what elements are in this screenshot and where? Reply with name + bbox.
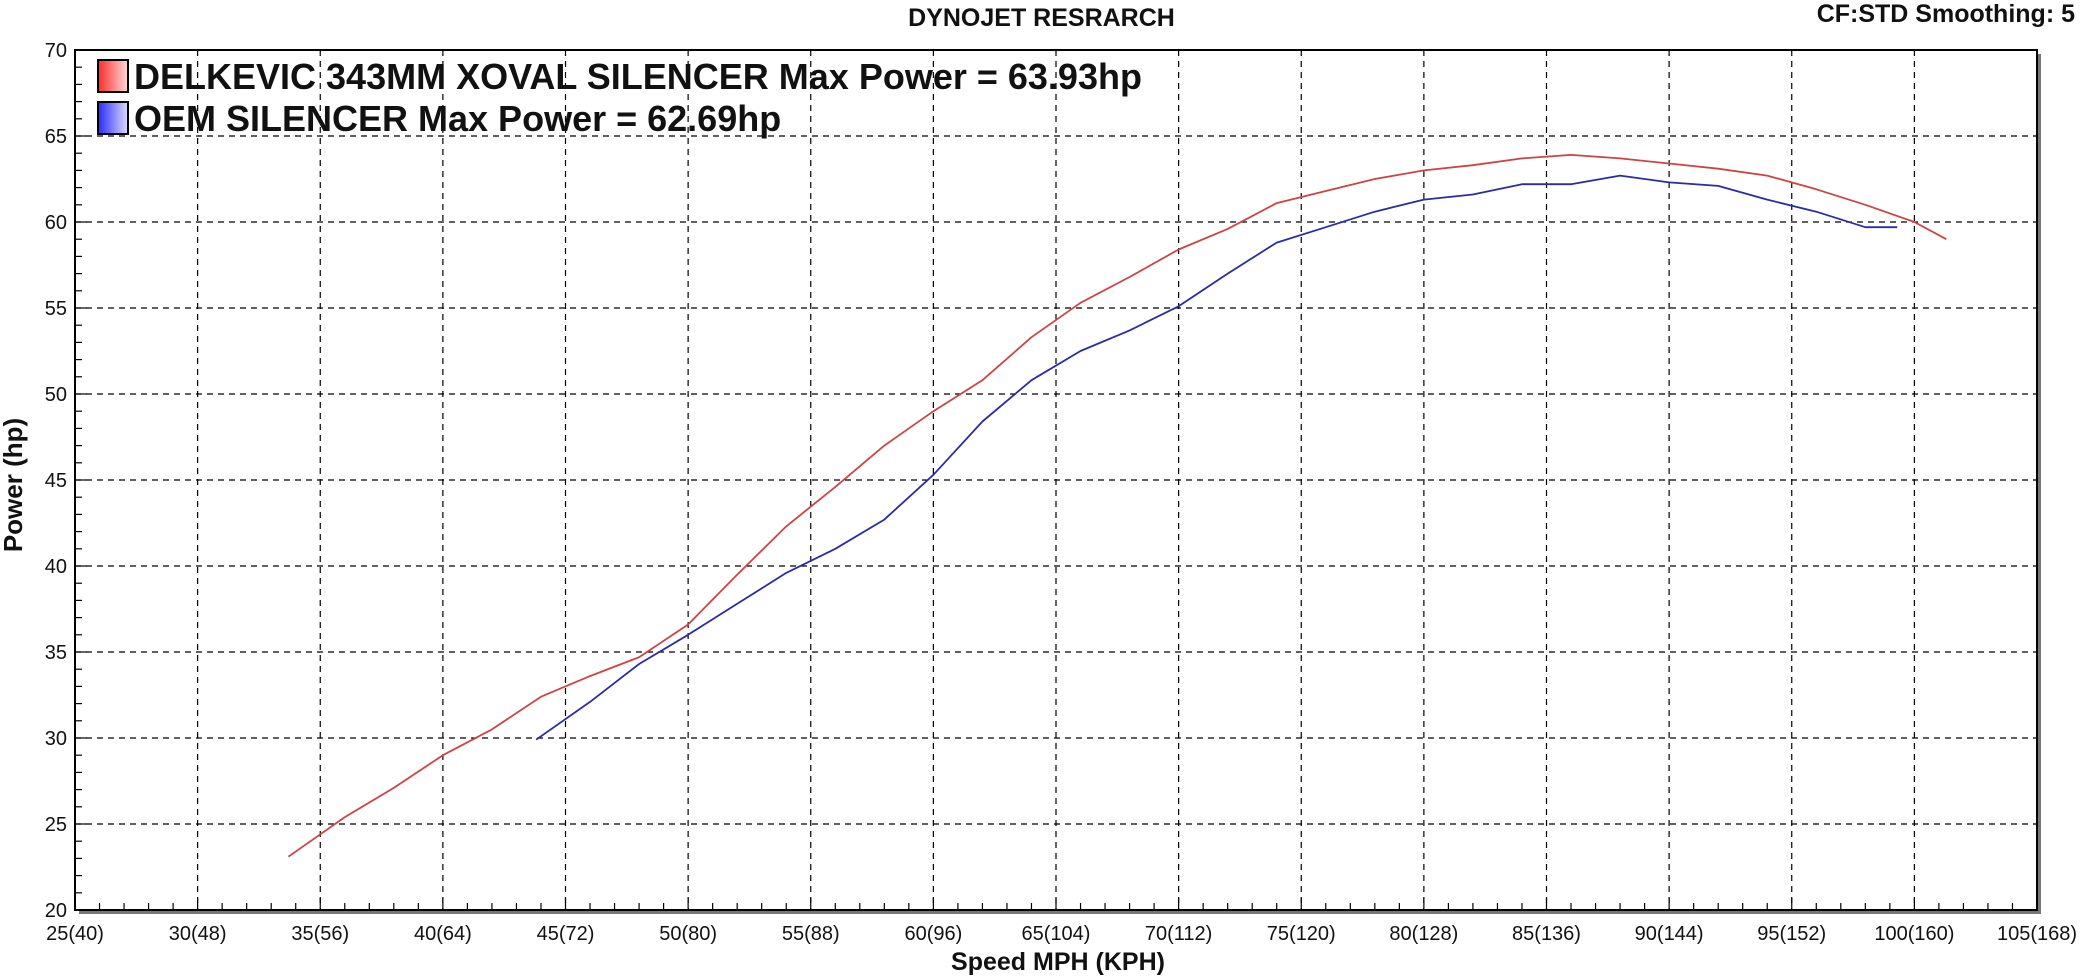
x-tick-label: 30(48) xyxy=(169,923,227,945)
x-tick-label: 90(144) xyxy=(1635,923,1704,945)
y-tick-label: 70 xyxy=(45,40,67,62)
y-axis-label: Power (hp) xyxy=(0,418,28,552)
x-tick-label: 35(56) xyxy=(291,923,349,945)
y-tick-label: 55 xyxy=(45,298,67,320)
x-tick-label: 105(168) xyxy=(1997,923,2077,945)
x-tick-label: 45(72) xyxy=(537,923,595,945)
grid xyxy=(75,50,2037,910)
x-tick-label: 95(152) xyxy=(1757,923,1826,945)
x-tick-label: 80(128) xyxy=(1389,923,1458,945)
legend-swatch-1 xyxy=(97,59,129,93)
y-tick-label: 40 xyxy=(45,556,67,578)
x-tick-label: 70(112) xyxy=(1145,923,1212,945)
legend-label-2: OEM SILENCER Max Power = 62.69hp xyxy=(134,98,781,139)
x-tick-label: 85(136) xyxy=(1512,923,1581,945)
x-tick-label: 50(80) xyxy=(659,923,717,945)
series-line-1 xyxy=(287,153,1947,858)
y-tick-label: 30 xyxy=(45,728,67,750)
y-tick-label: 35 xyxy=(45,642,67,664)
legend-label-1: DELKEVIC 343MM XOVAL SILENCER Max Power … xyxy=(134,56,1142,97)
legend: DELKEVIC 343MM XOVAL SILENCER Max Power … xyxy=(97,56,1142,139)
x-tick-label: 40(64) xyxy=(414,923,472,945)
series-lines xyxy=(287,153,1947,858)
legend-swatch-2 xyxy=(97,101,129,135)
x-tick-label: 60(96) xyxy=(904,923,962,945)
y-tick-label: 20 xyxy=(45,900,67,922)
y-tick-label: 25 xyxy=(45,814,67,836)
correction-smoothing-label: CF:STD Smoothing: 5 xyxy=(1816,0,2075,28)
y-tick-label: 65 xyxy=(45,126,67,148)
x-tick-label: 100(160) xyxy=(1874,923,1954,945)
axis-ticks xyxy=(74,49,2038,911)
chart-title: DYNOJET RESRARCH xyxy=(908,4,1175,32)
plot-frame-shadow xyxy=(79,54,2041,914)
y-tick-label: 60 xyxy=(45,212,67,234)
y-tick-label: 50 xyxy=(45,384,67,406)
y-tick-label: 45 xyxy=(45,470,67,492)
x-tick-label: 75(120) xyxy=(1267,923,1336,945)
x-axis-label: Speed MPH (KPH) xyxy=(951,948,1165,976)
x-axis: 25(40) 30(48) 35(56) 40(64) 45(72) 50(80) 55(8… xyxy=(46,923,2077,945)
x-tick-label: 65(104) xyxy=(1022,923,1091,945)
x-tick-label: 55(88) xyxy=(782,923,840,945)
x-tick-label: 25(40) xyxy=(46,923,104,945)
series-line-2 xyxy=(535,174,1898,741)
y-axis: 20 25 30 35 40 45 50 55 60 65 70 xyxy=(45,40,67,922)
